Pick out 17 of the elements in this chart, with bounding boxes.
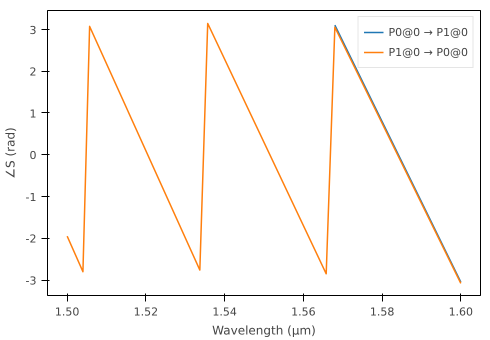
x-tick-label: 1.54 (212, 306, 237, 318)
legend-label: P0@0 → P1@0 (388, 26, 468, 38)
y-tick-label: 1 (30, 107, 36, 120)
y-tick-label: 0 (30, 149, 36, 162)
y-tick-label: -1 (26, 190, 36, 204)
y-tick-label: -2 (26, 232, 36, 246)
y-tick-label: -3 (26, 274, 36, 288)
y-tick-label: 3 (30, 24, 36, 37)
y-tick-label: 2 (30, 66, 36, 79)
x-tick-label: 1.58 (370, 306, 394, 318)
x-tick-label: 1.56 (291, 306, 316, 318)
y-axis-title: ∠S (rad) (4, 127, 18, 179)
x-axis-title: Wavelength (µm) (212, 324, 316, 338)
x-tick-label: 1.60 (448, 306, 474, 318)
x-tick-label: 1.50 (54, 306, 80, 318)
legend-label: P1@0 → P0@0 (388, 46, 468, 58)
x-tick-label: 1.52 (134, 306, 158, 318)
